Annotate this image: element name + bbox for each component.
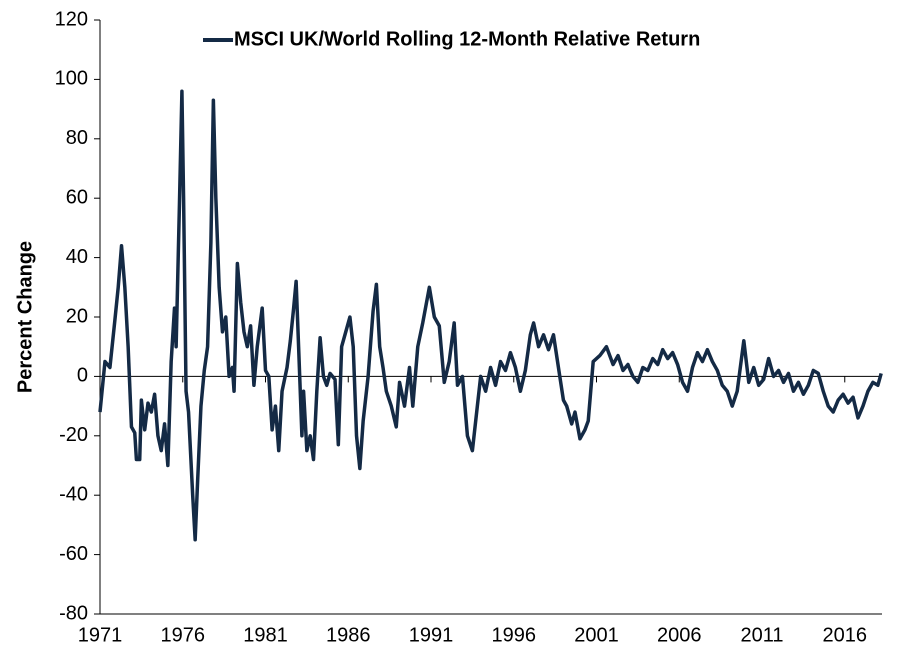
y-tick-label: -60 bbox=[59, 543, 88, 565]
y-tick-label: 120 bbox=[55, 8, 88, 30]
legend-label: MSCI UK/World Rolling 12-Month Relative … bbox=[234, 28, 700, 50]
x-tick-label: 2011 bbox=[741, 624, 784, 646]
x-tick-label: 1986 bbox=[326, 624, 371, 646]
y-tick-label: -20 bbox=[59, 424, 88, 446]
y-tick-label: 60 bbox=[66, 186, 88, 208]
x-tick-label: 1981 bbox=[243, 624, 288, 646]
y-tick-label: 20 bbox=[66, 305, 88, 327]
y-tick-label: 80 bbox=[66, 127, 88, 149]
x-tick-label: 1991 bbox=[409, 624, 454, 646]
y-tick-label: -40 bbox=[59, 483, 88, 505]
y-axis-title: Percent Change bbox=[14, 241, 36, 393]
x-tick-label: 1976 bbox=[161, 624, 206, 646]
x-tick-label: 1996 bbox=[492, 624, 537, 646]
x-tick-label: 2016 bbox=[823, 624, 868, 646]
y-tick-label: 0 bbox=[77, 365, 88, 387]
y-tick-label: 100 bbox=[55, 68, 88, 90]
x-tick-label: 2006 bbox=[657, 624, 702, 646]
y-tick-label: -80 bbox=[59, 602, 88, 624]
data-line bbox=[98, 89, 883, 542]
y-tick-label: 40 bbox=[66, 246, 88, 268]
x-tick-label: 1971 bbox=[78, 624, 123, 646]
x-tick-label: 2001 bbox=[574, 624, 619, 646]
